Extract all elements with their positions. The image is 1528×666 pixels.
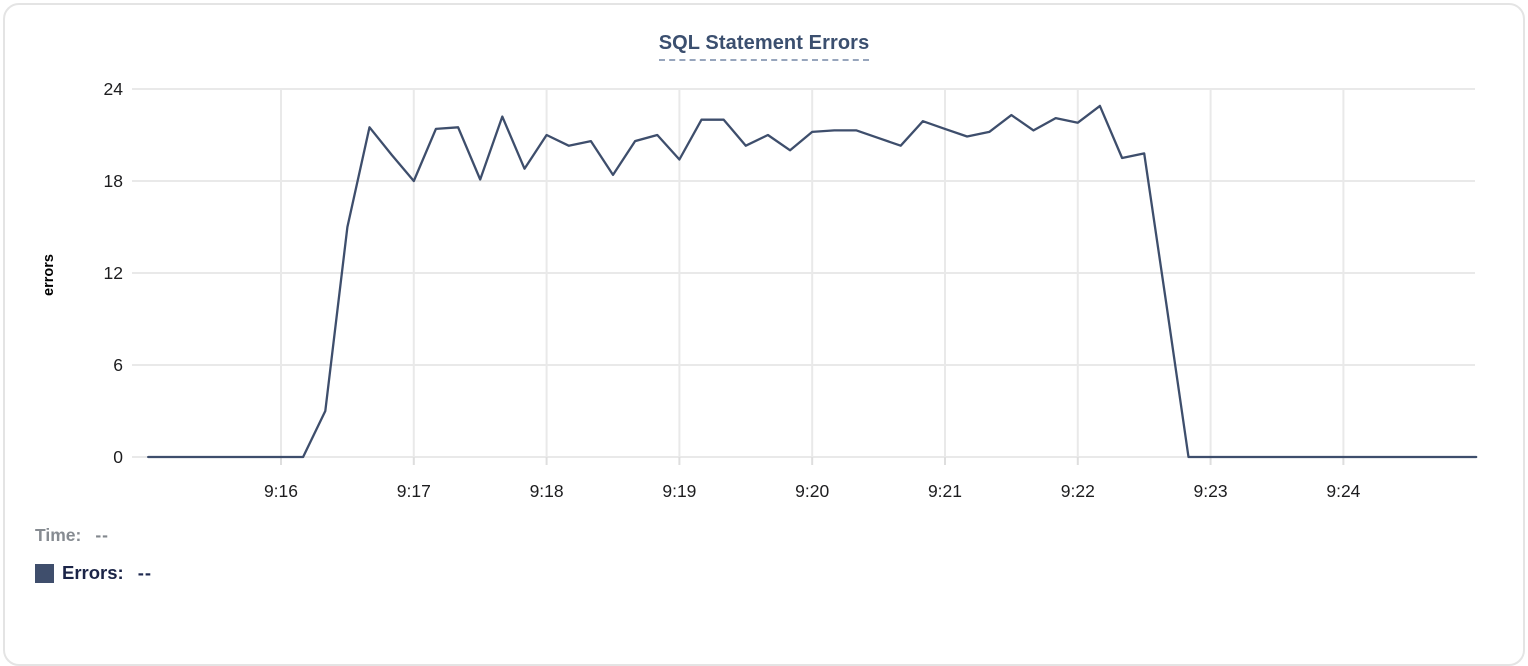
y-tick-label: 24: [104, 79, 124, 99]
errors-label: Errors:: [62, 562, 124, 583]
x-tick-label: 9:18: [530, 481, 564, 501]
time-readout-row: Time: --: [35, 525, 152, 546]
x-tick-label: 9:21: [928, 481, 962, 501]
tooltip-readout: Time: -- Errors: --: [35, 525, 152, 584]
errors-series-swatch: [35, 563, 54, 583]
chart-header: SQL Statement Errors: [5, 5, 1523, 65]
time-value: --: [95, 525, 110, 545]
line-chart[interactable]: 0 6 12 18 24 9:16 9:17 9:18 9:19 9:20 9:21 9:22 9:23…: [5, 65, 1525, 510]
x-tick-label: 9:23: [1194, 481, 1228, 501]
x-tick-label: 9:17: [397, 481, 431, 501]
y-axis-title: errors: [41, 254, 57, 296]
y-tick-label: 18: [104, 171, 123, 191]
x-tick-label: 9:19: [662, 481, 696, 501]
x-tick-label: 9:24: [1326, 481, 1360, 501]
y-tick-label: 6: [113, 355, 123, 375]
chart-card: SQL Statement Errors 0 6 12 18 24 9:16 9:17 9:1…: [3, 3, 1525, 666]
time-label: Time:: [35, 525, 82, 545]
x-tick-label: 9:16: [264, 481, 298, 501]
y-tick-label: 12: [104, 263, 123, 283]
series-line-errors[interactable]: [147, 104, 1478, 459]
chart-title[interactable]: SQL Statement Errors: [658, 32, 870, 61]
x-tick-label: 9:22: [1061, 481, 1095, 501]
y-tick-label: 0: [113, 447, 123, 467]
errors-readout-row: Errors: --: [35, 562, 152, 584]
x-tick-label: 9:20: [795, 481, 829, 501]
errors-value: --: [137, 562, 153, 583]
chart-plot-area[interactable]: 0 6 12 18 24 9:16 9:17 9:18 9:19 9:20 9:21 9:22 9:23…: [5, 65, 1525, 510]
